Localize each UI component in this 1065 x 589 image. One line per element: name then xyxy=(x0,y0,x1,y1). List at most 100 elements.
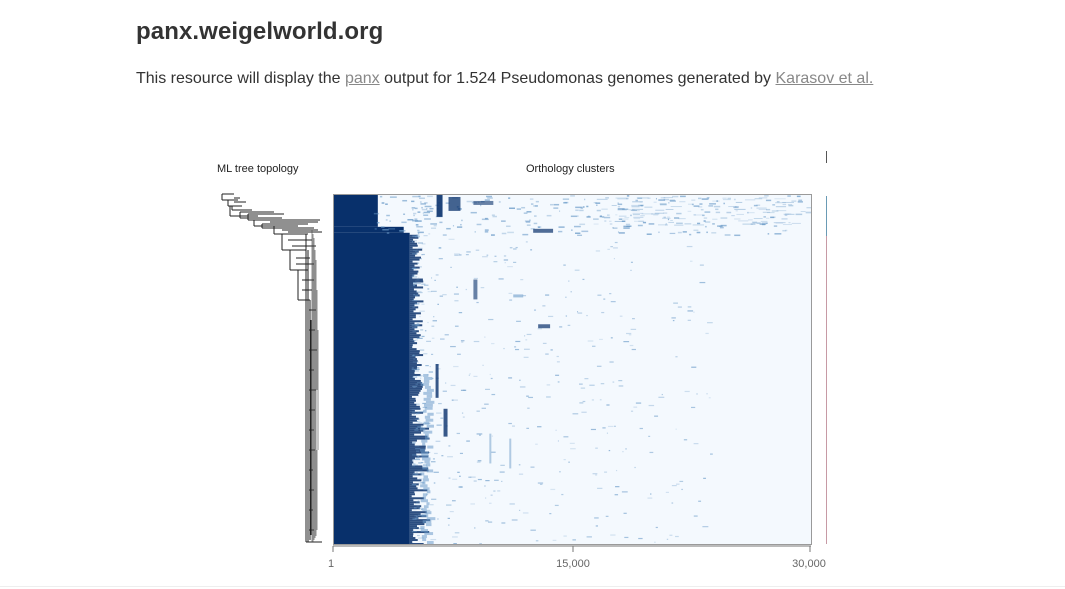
heatmap-cell xyxy=(421,243,426,245)
heatmap-cell xyxy=(658,231,660,234)
heatmap-cell xyxy=(680,195,686,198)
heatmap-cell xyxy=(415,282,421,285)
heatmap-cell xyxy=(423,505,429,509)
heatmap-cell xyxy=(606,214,610,216)
heatmap-cell xyxy=(418,490,420,492)
heatmap-cell xyxy=(479,434,481,436)
heatmap-cell xyxy=(420,482,425,484)
heatmap-cell xyxy=(474,527,476,529)
heatmap-cell xyxy=(426,517,436,521)
heatmap-cell xyxy=(568,461,570,463)
heatmap-cell xyxy=(415,383,418,385)
heatmap-cell xyxy=(485,520,489,522)
heatmap-cell xyxy=(420,427,426,431)
heatmap-cell xyxy=(703,220,706,222)
heatmap-cell xyxy=(760,220,768,222)
heatmap-cell xyxy=(454,532,460,534)
heatmap-cell xyxy=(459,475,461,477)
heatmap-cell xyxy=(436,412,442,414)
heatmap-cell xyxy=(561,493,564,496)
heatmap-cell xyxy=(485,388,490,390)
heatmap-cell xyxy=(700,208,704,211)
heatmap-cell xyxy=(723,202,725,205)
heatmap-cell xyxy=(535,200,539,203)
orthology-heatmap[interactable] xyxy=(333,194,812,545)
heatmap-cell xyxy=(647,197,651,199)
heatmap-cell xyxy=(409,330,419,333)
heatmap-cell xyxy=(771,216,776,218)
heatmap-cell xyxy=(686,245,693,248)
heatmap-cell xyxy=(516,320,521,322)
phylogenetic-tree[interactable] xyxy=(218,190,326,546)
heatmap-cell xyxy=(409,539,418,542)
heatmap-cell xyxy=(577,215,579,217)
heatmap-cell xyxy=(617,208,625,210)
heatmap-cell xyxy=(622,208,629,211)
heatmap-cell xyxy=(526,224,531,226)
heatmap-cell xyxy=(389,220,392,222)
heatmap-cell xyxy=(412,209,414,211)
heatmap-cell xyxy=(614,220,625,222)
intro-middle: output for 1.524 Pseudomonas genomes gen… xyxy=(379,70,776,87)
heatmap-cell xyxy=(409,256,422,259)
heatmap-cell xyxy=(412,385,418,388)
heatmap-cell xyxy=(525,241,528,243)
heatmap-cell xyxy=(693,229,699,232)
heatmap-cell xyxy=(456,286,458,288)
heatmap-cell xyxy=(712,223,715,225)
heatmap-cell xyxy=(417,232,420,235)
heatmap-cell xyxy=(704,221,711,223)
heatmap-cell xyxy=(761,223,766,226)
heatmap-cell xyxy=(474,231,476,233)
heatmap-cell xyxy=(438,247,442,249)
heatmap-cell xyxy=(806,207,811,209)
karasov-link[interactable]: Karasov et al. xyxy=(775,70,874,87)
heatmap-cell xyxy=(798,199,803,202)
heatmap-cell xyxy=(427,445,434,449)
heatmap-cell xyxy=(438,402,442,405)
heatmap-cell xyxy=(565,296,567,298)
heatmap-cell xyxy=(416,293,418,295)
heatmap-cell xyxy=(334,232,410,544)
heatmap-cell xyxy=(419,201,422,203)
heatmap-cell xyxy=(416,421,421,423)
heatmap-cell xyxy=(497,490,501,492)
heatmap-cell xyxy=(418,291,423,294)
heatmap-cell xyxy=(427,195,433,198)
heatmap-cell xyxy=(507,266,513,268)
heatmap-cell xyxy=(774,233,782,235)
heatmap-cell xyxy=(701,198,709,200)
heatmap-cell xyxy=(615,469,618,472)
heatmap-cell xyxy=(413,507,417,509)
x-tick-label: 15,000 xyxy=(556,558,590,570)
heatmap-cell xyxy=(423,214,429,216)
heatmap-cell xyxy=(409,421,413,424)
heatmap-cell xyxy=(434,279,436,281)
heatmap-cell xyxy=(442,390,447,392)
heatmap-cell xyxy=(749,212,755,214)
heatmap-cell xyxy=(409,334,421,337)
heatmap-cell xyxy=(617,202,619,204)
heatmap-cell xyxy=(663,216,666,219)
heatmap-cell xyxy=(409,322,415,325)
heatmap-cell xyxy=(415,450,420,452)
heatmap-cell xyxy=(646,233,652,235)
heatmap-cell xyxy=(522,512,529,514)
heatmap-cell xyxy=(414,303,420,305)
heatmap-cell xyxy=(751,221,758,223)
heatmap-cell xyxy=(412,306,416,308)
heatmap-cell xyxy=(385,219,388,221)
panx-link[interactable]: panx xyxy=(344,70,380,87)
heatmap-cell xyxy=(550,488,556,491)
heatmap-cell xyxy=(509,299,513,301)
heatmap-cell xyxy=(409,415,416,418)
heatmap-cell xyxy=(486,195,493,198)
heatmap-cell xyxy=(630,269,632,271)
heatmap-cell xyxy=(453,293,459,295)
heatmap-cell xyxy=(409,485,417,488)
heatmap-cell xyxy=(476,410,480,412)
heatmap-cell xyxy=(409,348,417,351)
heatmap-cell xyxy=(672,195,679,198)
heatmap-cell xyxy=(423,403,433,407)
heatmap-cell xyxy=(791,222,801,224)
